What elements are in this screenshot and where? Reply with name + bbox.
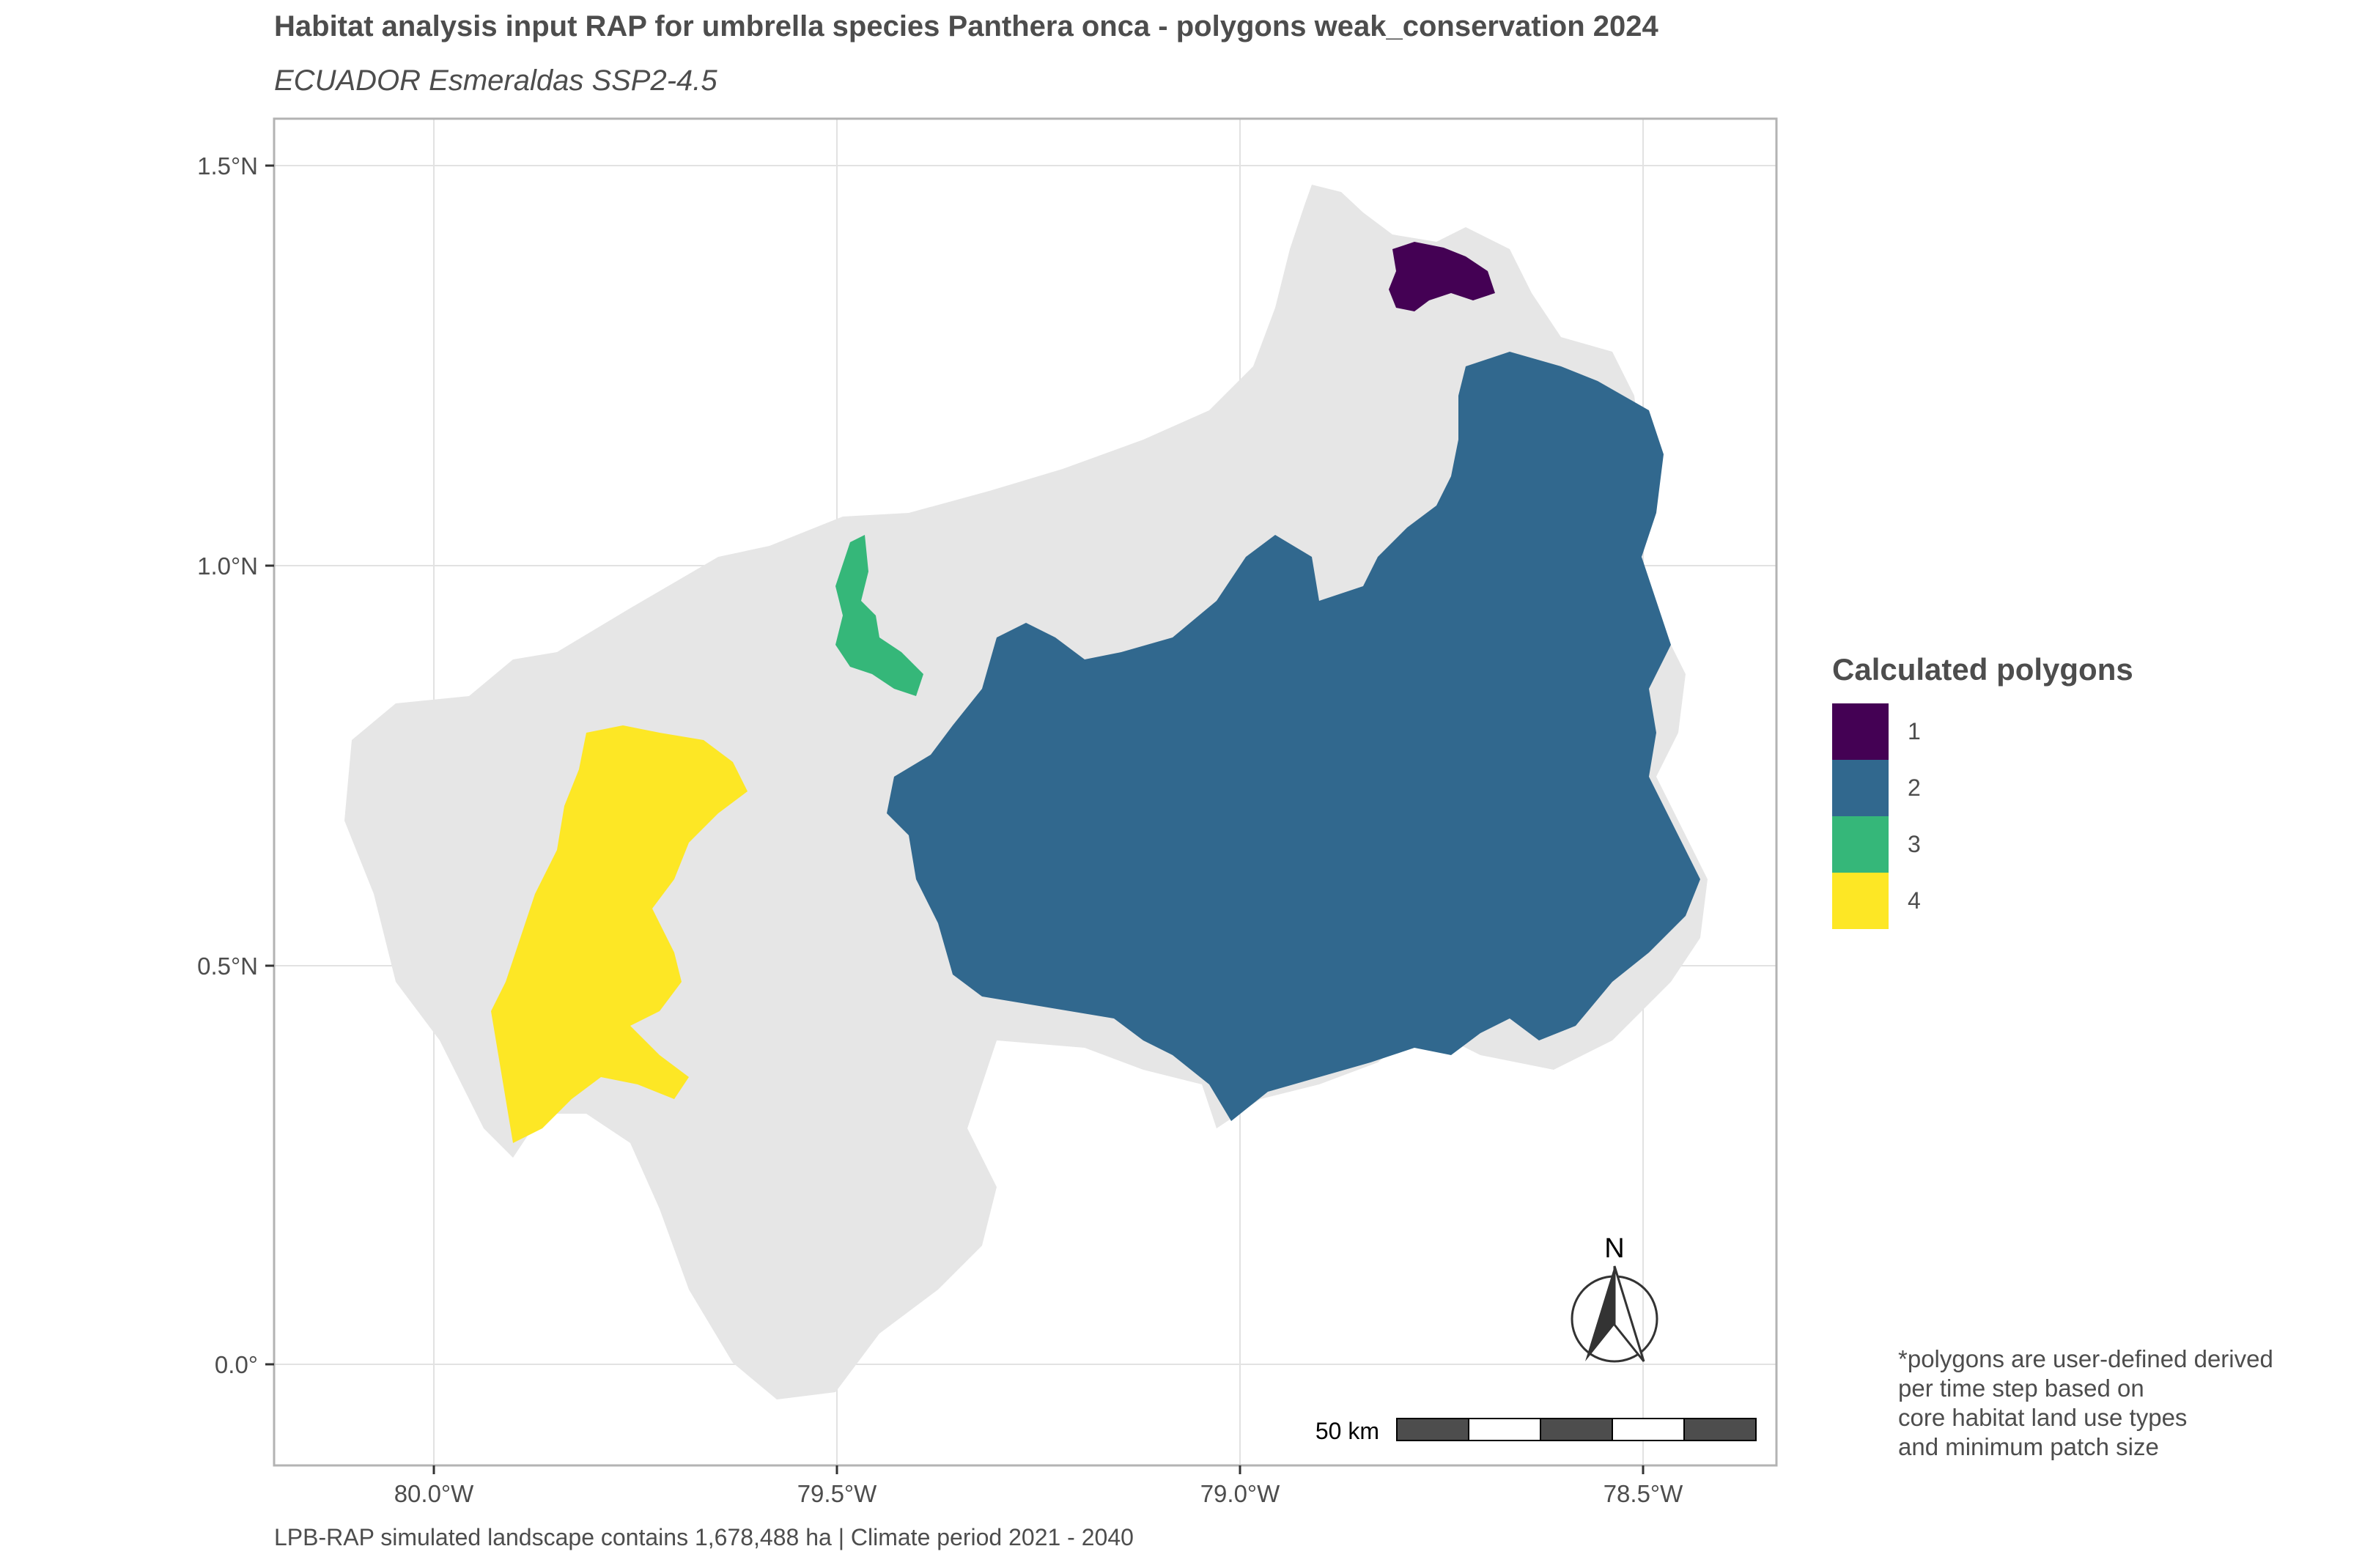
legend-item: 3 [1832, 816, 2133, 873]
map-subtitle: ECUADOR Esmeraldas SSP2-4.5 [274, 64, 717, 97]
scale-bar: 50 km [1315, 1418, 1757, 1444]
x-tick-label: 80.0°W [394, 1480, 474, 1507]
y-tick-label: 1.5°N [197, 152, 258, 180]
legend-item: 2 [1832, 760, 2133, 816]
north-arrow-label: N [1604, 1233, 1624, 1264]
legend-swatch [1832, 760, 1889, 816]
north-arrow-icon: N [1571, 1233, 1658, 1363]
legend-label: 2 [1908, 774, 1921, 801]
x-tick-label: 79.5°W [797, 1480, 877, 1507]
footnote-line: per time step based on [1898, 1375, 2144, 1402]
x-tick-label: 78.5°W [1603, 1480, 1683, 1507]
legend-item: 1 [1832, 703, 2133, 760]
polygon-1 [1389, 242, 1495, 311]
polygon-2 [887, 352, 1700, 1121]
legend-swatch [1832, 873, 1889, 929]
caption: LPB-RAP simulated landscape contains 1,6… [274, 1524, 1134, 1550]
map-title: Habitat analysis input RAP for umbrella … [274, 10, 1658, 42]
axis-ticks [265, 164, 1645, 1474]
legend-item: 4 [1832, 873, 2133, 929]
scale-bar-label: 50 km [1315, 1418, 1379, 1444]
y-tick-label: 0.5°N [197, 953, 258, 980]
footnote-line: core habitat land use types [1898, 1404, 2188, 1431]
footnote: *polygons are user-defined derived per t… [1898, 1345, 2273, 1462]
polygon-4 [491, 725, 748, 1143]
legend-title: Calculated polygons [1832, 652, 2133, 687]
panel-frame [273, 117, 1778, 1467]
footnote-line: *polygons are user-defined derived [1898, 1345, 2273, 1372]
legend: Calculated polygons 1 2 3 4 [1832, 652, 2133, 929]
legend-label: 4 [1908, 887, 1921, 914]
y-tick-label: 0.0° [215, 1351, 258, 1378]
x-tick-label: 79.0°W [1200, 1480, 1280, 1507]
legend-label: 1 [1908, 718, 1921, 744]
polygon-3 [835, 535, 923, 696]
legend-swatch [1832, 703, 1889, 760]
legend-label: 3 [1908, 831, 1921, 857]
footnote-line: and minimum patch size [1898, 1433, 2159, 1460]
legend-swatch [1832, 816, 1889, 873]
y-tick-label: 1.0°N [197, 552, 258, 580]
